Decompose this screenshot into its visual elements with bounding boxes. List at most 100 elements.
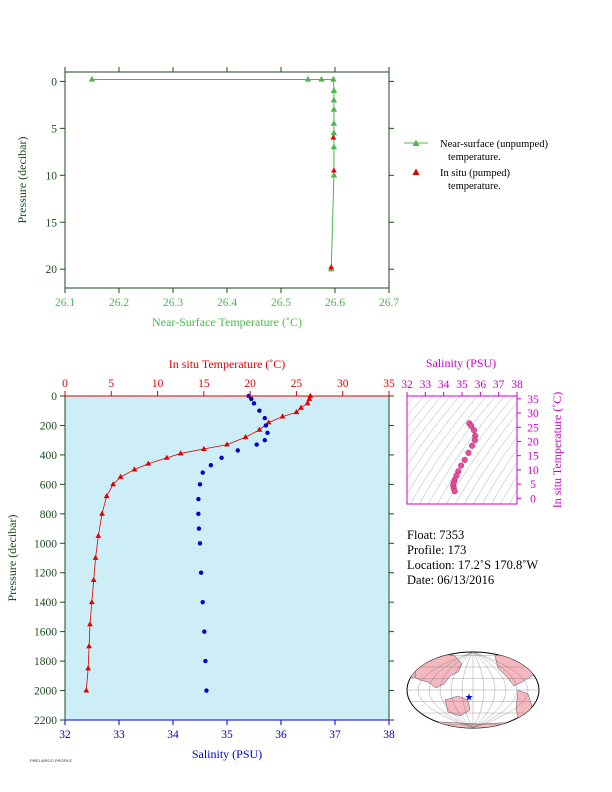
density-contour	[473, 436, 517, 504]
near-surface-marks	[88, 75, 338, 272]
salinity-point	[198, 570, 204, 575]
y-tick-label: 2000	[34, 686, 57, 698]
salinity-point	[197, 482, 203, 487]
density-contour	[407, 396, 433, 429]
ts-x-tick-label: 37	[493, 379, 505, 391]
y-tick-label: 2200	[34, 715, 57, 727]
density-contour	[509, 490, 517, 504]
profile-ylabel: Pressure (decibar)	[5, 515, 19, 602]
ts-y-tick-label: 15	[527, 451, 539, 463]
temperature-point	[304, 400, 311, 406]
y-tick-label: 1600	[34, 627, 57, 639]
temperature-point	[242, 434, 249, 440]
map-continent-australia	[444, 695, 471, 717]
ts-y-tick-label: 25	[527, 422, 539, 434]
ts-point	[458, 462, 465, 469]
top-x-tick-label: 15	[198, 378, 210, 390]
near-surface-point	[330, 105, 338, 112]
near-surface-xlabel: Near-Surface Temperature (˚C)	[152, 315, 302, 329]
temperature-point	[256, 426, 263, 432]
temperature-point	[177, 450, 184, 456]
top-x-tick-label: 30	[337, 378, 349, 390]
ts-x-tick-label: 35	[456, 379, 468, 391]
density-contour	[455, 413, 517, 504]
ts-marks	[450, 420, 479, 495]
ts-y-tick-label: 20	[527, 436, 539, 448]
world-map	[406, 651, 540, 729]
near-surface-point	[330, 96, 338, 103]
temperature-point	[86, 643, 92, 649]
temperature-point	[117, 473, 124, 479]
near-surface-frame	[64, 71, 390, 289]
temperature-point	[95, 532, 102, 538]
legend-label-near-surface-2: temperature.	[448, 152, 501, 163]
profile-chart: 0 5 10 15 20 25 30 35 32 33 34 35 36 37 38 0 200 400 600 80…	[5, 357, 395, 761]
density-contour	[500, 475, 517, 504]
ts-y-tick-label: 5	[530, 479, 536, 491]
salinity-point	[200, 470, 205, 475]
temperature-point	[279, 413, 286, 419]
ts-x-tick-label: 34	[438, 379, 450, 391]
ts-xlabel: Salinity (PSU)	[426, 356, 496, 370]
top-x-tick-label: 20	[244, 378, 256, 390]
density-contour	[410, 396, 487, 504]
ts-y-tick-label: 0	[530, 493, 536, 505]
ts-y-tick-label: 10	[527, 465, 539, 477]
profile-number: Profile: 173	[407, 543, 467, 557]
legend-marker-near-surface	[412, 139, 420, 146]
temperature-point	[298, 404, 304, 410]
near-surface-point	[304, 75, 312, 82]
temperature-point	[83, 687, 90, 693]
legend-label-near-surface-1: Near-surface (unpumped)	[440, 139, 548, 150]
in-situ-point	[328, 264, 335, 270]
bottom-x-tick-label: 34	[167, 729, 179, 741]
profile-marks	[83, 392, 314, 693]
y-tick-label: 20	[46, 264, 58, 276]
salinity-point	[251, 401, 257, 406]
profile-bottom-xlabel: Salinity (PSU)	[192, 747, 262, 761]
temperature-point	[85, 665, 92, 671]
y-tick-label: 400	[40, 450, 58, 462]
y-tick-label: 0	[51, 76, 57, 88]
density-contour	[407, 396, 478, 495]
top-x-tick-label: 25	[291, 378, 303, 390]
ts-ticks: 32 33 34 35 36 37 38 0 5 10 15 20 25 30 35	[401, 379, 539, 505]
map-meridian	[461, 652, 474, 728]
temperature-point	[224, 441, 230, 447]
x-tick-label: 26.7	[379, 297, 399, 309]
map-meridian	[472, 652, 485, 728]
ts-y-tick-label: 30	[527, 408, 539, 420]
near-surface-point	[330, 75, 337, 82]
temperature-point	[145, 460, 152, 466]
bottom-x-tick-label: 37	[329, 729, 341, 741]
x-tick-label: 26.3	[163, 297, 183, 309]
bottom-x-tick-label: 32	[59, 729, 71, 741]
location: Location: 17.2˚S 170.8˚W	[407, 558, 539, 572]
temperature-point	[87, 621, 93, 627]
ts-point	[470, 427, 477, 434]
salinity-point	[208, 463, 213, 468]
salinity-point	[196, 526, 202, 531]
density-contour	[407, 396, 460, 466]
y-tick-label: 1000	[34, 538, 57, 550]
x-tick-label: 26.1	[55, 297, 75, 309]
ts-x-tick-label: 36	[475, 379, 487, 391]
float-location-star-icon	[465, 693, 473, 701]
temperature-point	[306, 395, 313, 401]
temperature-point	[307, 392, 314, 398]
ts-point	[471, 437, 478, 444]
salinity-point	[196, 511, 201, 517]
density-contour	[482, 449, 517, 504]
legend: Near-surface (unpumped) temperature. In …	[404, 139, 548, 192]
ts-point	[465, 449, 472, 456]
date: Date: 06/13/2016	[407, 573, 495, 587]
density-contour	[407, 396, 424, 417]
temperature-point	[163, 454, 170, 460]
near-surface-point	[330, 171, 338, 178]
ts-y-tick-label: 35	[527, 394, 539, 406]
legend-marker-in-situ	[412, 168, 420, 175]
ts-point	[451, 488, 458, 495]
y-tick-label: 15	[46, 217, 58, 229]
salinity-point	[262, 415, 267, 421]
ts-inset-chart: 32 33 34 35 36 37 38 0 5 10 15 20 25 30 35 Salinity (P…	[401, 356, 564, 508]
